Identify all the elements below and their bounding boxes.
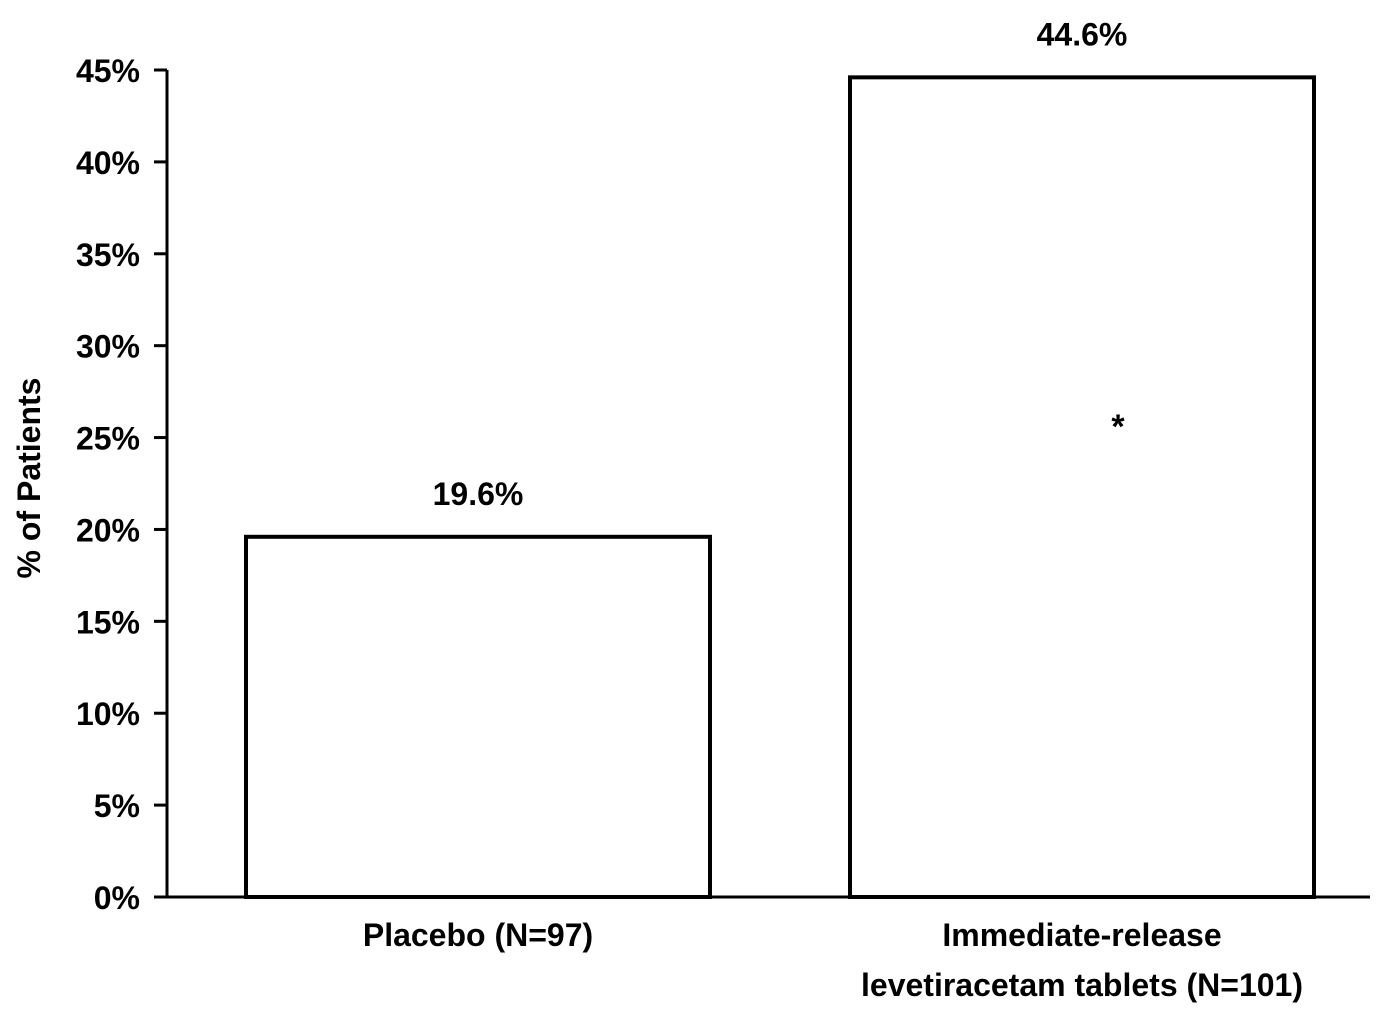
bar [848,75,1316,899]
x-category-label: levetiracetam tablets (N=101) [861,967,1303,1003]
y-tick-label: 45% [76,53,140,89]
labels-group: 19.6% Placebo (N=97) 44.6% Immediate-releas… [363,16,1303,1003]
y-tick-label: 40% [76,145,140,181]
y-axis-title: % of Patients [11,378,47,579]
bar [244,534,712,899]
y-tick-label: 20% [76,512,140,548]
significance-asterisk: * [1111,408,1125,446]
data-label: 44.6% [1037,16,1128,52]
y-tick-label: 15% [76,604,140,640]
axes-group: 0% 5% 10% 15% 20% 25% 30% 35% 40% 45% [76,53,1370,916]
y-tick-label: 0% [94,880,140,916]
y-tick-label: 35% [76,237,140,273]
bars-group [244,75,1316,899]
y-tick-label: 25% [76,421,140,457]
x-category-label: Placebo (N=97) [363,917,593,953]
y-tick-label: 30% [76,329,140,365]
y-tick-label: 10% [76,696,140,732]
x-category-label: Immediate-release [942,917,1221,953]
data-label: 19.6% [433,476,524,512]
y-tick-label: 5% [94,788,140,824]
